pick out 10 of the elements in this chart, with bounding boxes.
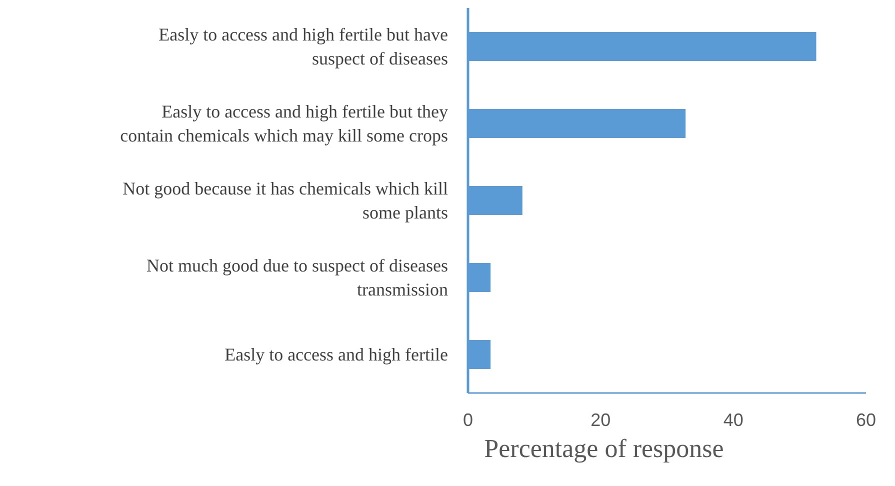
x-tick-label: 40: [723, 410, 744, 430]
x-axis-title: Percentage of response: [484, 434, 724, 463]
y-tick-label: Not much good due to suspect of diseases transmission: [146, 256, 448, 300]
y-tick-label: Not good because it has chemicals which kill some plants: [122, 178, 448, 222]
y-tick-label: Easly to access and high fertile but they contain chemicals which may kill some crops: [120, 102, 448, 146]
y-tick-label: Easly to access and high fertile: [224, 344, 448, 364]
x-tick-label: 0: [462, 410, 474, 430]
x-tick-label: 20: [590, 410, 611, 430]
x-tick-label: 60: [856, 410, 876, 430]
y-tick-label: Easly to access and high fertile but have suspect of diseases: [158, 24, 448, 68]
